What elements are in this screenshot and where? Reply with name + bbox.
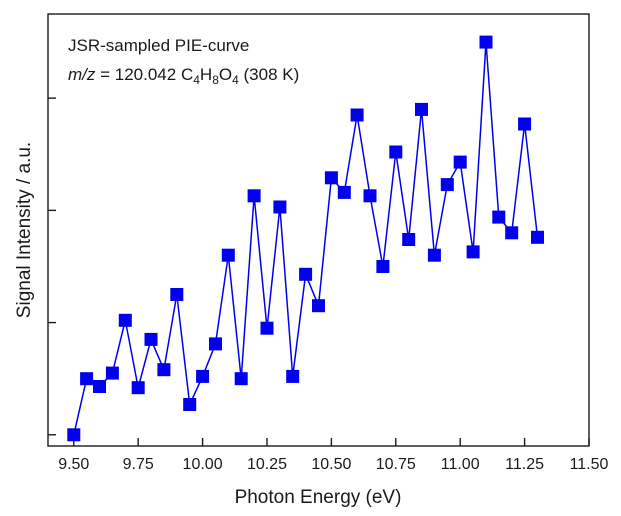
data-point — [337, 185, 351, 199]
annotation-line-2: m/z = 120.042 C4H8O4 (308 K) — [68, 65, 299, 87]
data-point — [260, 321, 274, 335]
y-axis-label: Signal Intensity / a.u. — [14, 142, 35, 318]
data-point — [415, 102, 428, 116]
data-point — [479, 35, 493, 49]
x-tick-label: 10.75 — [376, 456, 416, 473]
annotation-h: H — [200, 65, 212, 84]
x-tick-label: 10.25 — [247, 456, 287, 473]
x-tick-label: 11.50 — [570, 456, 609, 473]
data-point — [324, 171, 338, 185]
data-point — [427, 248, 441, 262]
data-point — [196, 369, 210, 383]
x-tick-label: 10.00 — [183, 456, 223, 473]
data-point — [273, 200, 287, 214]
x-axis-tick-labels: 9.50 9.75 10.00 10.25 10.50 10.75 11.00 11.25 11… — [58, 456, 608, 473]
series-markers — [67, 35, 544, 442]
data-point — [93, 380, 106, 393]
data-point — [105, 366, 119, 380]
annotation-value: = 120.042 C — [95, 65, 193, 84]
x-tick-label: 10.50 — [311, 456, 351, 473]
data-point — [531, 230, 544, 244]
annotation-sub-h: 8 — [212, 73, 219, 87]
data-point — [131, 381, 145, 395]
data-point — [170, 288, 184, 301]
data-point — [247, 189, 261, 203]
y-axis-ticks — [48, 97, 56, 436]
data-point — [221, 248, 235, 262]
data-point — [492, 210, 506, 224]
data-point — [157, 363, 171, 377]
x-tick-label: 11.00 — [441, 456, 480, 473]
x-axis-label: Photon Energy (eV) — [235, 487, 402, 508]
data-point — [209, 337, 222, 351]
data-point — [363, 189, 377, 203]
data-point — [453, 155, 467, 169]
data-point — [118, 313, 132, 327]
series-line — [73, 42, 539, 435]
x-axis-ticks — [73, 438, 590, 446]
data-point — [183, 398, 197, 411]
data-point — [518, 117, 532, 131]
annotation-mz: m/z — [68, 65, 96, 84]
x-tick-label: 9.50 — [58, 456, 89, 473]
data-point — [67, 428, 81, 442]
x-tick-label: 9.75 — [123, 456, 154, 473]
data-point — [402, 233, 416, 246]
annotation-sub-o: 4 — [232, 73, 239, 87]
annotation-line-1: JSR-sampled PIE-curve — [68, 36, 249, 55]
annotation-temp: (308 K) — [239, 65, 299, 84]
data-point — [286, 369, 300, 383]
annotation-o: O — [219, 65, 232, 84]
data-point — [466, 245, 480, 259]
data-point — [376, 260, 390, 273]
data-point — [350, 108, 364, 122]
data-point — [144, 332, 158, 346]
data-point — [505, 226, 519, 240]
x-tick-label: 11.25 — [505, 456, 544, 473]
data-point — [312, 299, 325, 313]
data-point — [440, 178, 454, 192]
data-point — [299, 267, 313, 281]
annotation-sub-c: 4 — [193, 73, 200, 87]
data-point — [389, 145, 403, 159]
plot-frame — [47, 13, 590, 447]
data-point — [234, 372, 248, 386]
data-point — [80, 372, 94, 386]
